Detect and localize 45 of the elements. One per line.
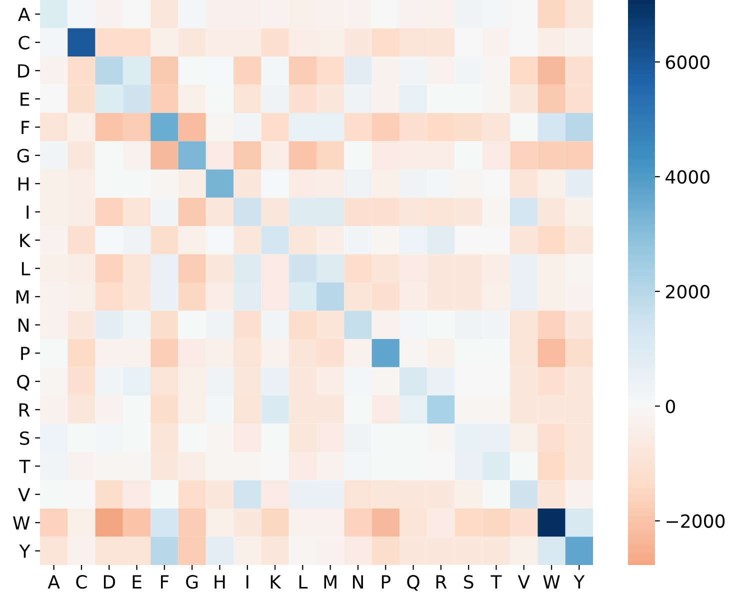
y-tick-label: F	[22, 120, 30, 134]
x-tick-label: Y	[574, 575, 585, 588]
y-tick-label: E	[20, 92, 30, 106]
x-tick-label: F	[161, 575, 169, 588]
y-tick-label: N	[18, 318, 29, 332]
x-tick-label: S	[464, 575, 474, 589]
x-tick-label: P	[382, 575, 390, 588]
y-tick-label: Y	[19, 544, 30, 558]
y-tick-label: G	[17, 148, 29, 162]
x-tick-label: G	[186, 575, 198, 589]
y-tick-label: V	[18, 488, 30, 502]
x-tick-label: V	[518, 575, 530, 588]
x-tick-label: E	[132, 575, 142, 588]
x-tick-label: L	[299, 575, 308, 588]
x-tick-label: R	[436, 575, 447, 588]
x-tick-label: W	[543, 575, 560, 588]
color-bar-label: 2000	[666, 284, 710, 299]
x-tick-label: M	[324, 575, 336, 588]
color-bar-label: −2000	[666, 514, 725, 528]
y-tick-label: W	[13, 516, 30, 530]
x-tick-label: D	[104, 575, 116, 588]
x-tick-label: I	[246, 575, 248, 588]
x-tick-label: T	[490, 575, 502, 588]
y-tick-label: H	[18, 177, 29, 190]
x-tick-label: Q	[407, 575, 420, 591]
y-tick-label: I	[26, 206, 29, 219]
x-tick-label: K	[270, 575, 282, 588]
y-tick-label: R	[20, 403, 30, 416]
color-bar-label: 4000	[666, 170, 710, 184]
y-tick-label: D	[18, 64, 30, 78]
y-tick-label: C	[18, 36, 30, 50]
y-tick-label: L	[22, 262, 30, 276]
y-tick-label: Q	[17, 374, 30, 391]
y-tick-label: K	[20, 234, 31, 247]
y-tick-label: P	[21, 346, 30, 360]
x-tick-label: A	[48, 575, 60, 588]
color-bar-label: 0	[666, 400, 676, 414]
x-tick-label: N	[352, 575, 363, 588]
y-tick-label: A	[18, 8, 30, 21]
x-tick-label: C	[76, 575, 87, 589]
color-bar-label: 6000	[666, 55, 710, 70]
x-tick-label: H	[214, 575, 225, 588]
y-tick-label: M	[16, 290, 29, 304]
y-tick-label: T	[19, 460, 30, 473]
y-tick-label: S	[20, 431, 30, 445]
